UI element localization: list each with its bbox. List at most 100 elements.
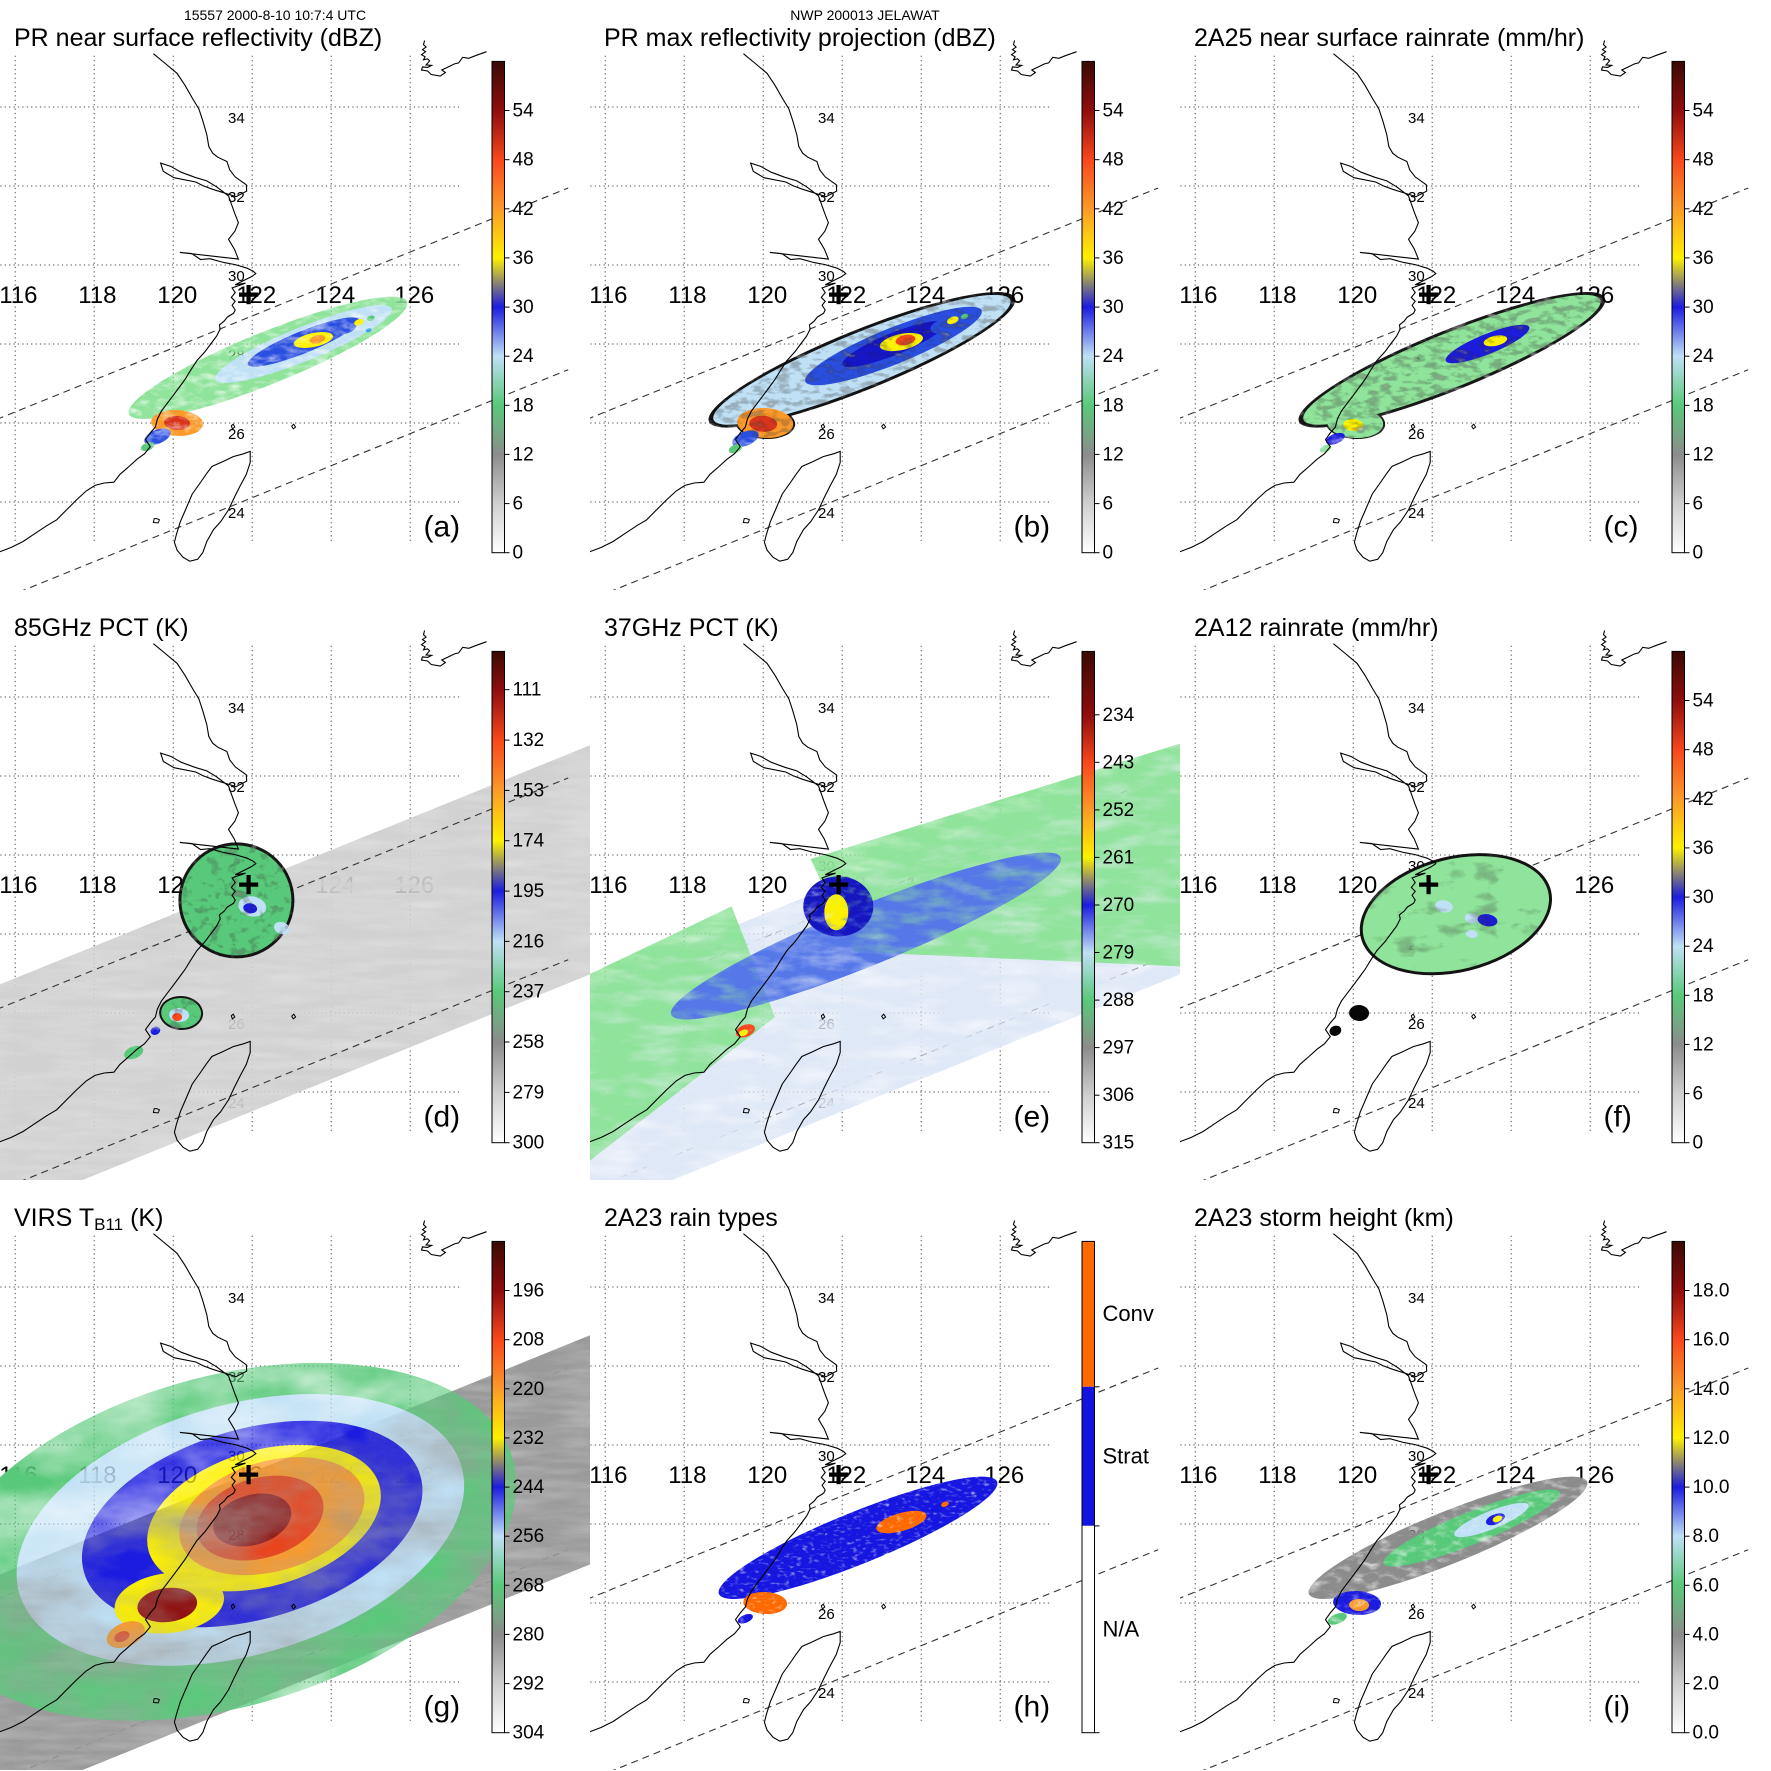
svg-text:118: 118 [668,872,706,899]
svg-text:256: 256 [513,1526,545,1547]
svg-text:Conv: Conv [1103,1301,1154,1326]
svg-text:0: 0 [1103,543,1114,564]
svg-text:30: 30 [1693,297,1714,318]
svg-text:NWP 200013 JELAWAT: NWP 200013 JELAWAT [790,7,940,23]
svg-text:N/A: N/A [1103,1616,1140,1641]
svg-text:234: 234 [1103,705,1135,726]
svg-text:270: 270 [1103,895,1135,916]
svg-text:PR max reflectivity projection: PR max reflectivity projection (dBZ) [604,24,996,52]
svg-text:118: 118 [1258,282,1296,309]
svg-text:30: 30 [513,297,534,318]
svg-text:34: 34 [818,1290,835,1307]
svg-text:174: 174 [513,831,545,852]
svg-text:24: 24 [1408,1095,1425,1112]
svg-text:279: 279 [513,1082,545,1103]
svg-text:118: 118 [1258,1462,1296,1489]
svg-text:PR near surface reflectivity (: PR near surface reflectivity (dBZ) [14,24,382,52]
svg-text:2A23 storm height (km): 2A23 storm height (km) [1194,1204,1454,1232]
svg-text:32: 32 [818,779,835,796]
svg-text:30: 30 [228,268,245,285]
svg-text:(f): (f) [1604,1101,1632,1134]
svg-text:118: 118 [78,282,116,309]
svg-text:(h): (h) [1014,1691,1051,1724]
svg-text:37GHz PCT (K): 37GHz PCT (K) [604,614,779,642]
svg-text:18.0: 18.0 [1693,1281,1730,1302]
svg-text:18: 18 [513,395,534,416]
svg-text:120: 120 [747,872,787,899]
svg-text:34: 34 [228,700,245,717]
svg-text:306: 306 [1103,1085,1135,1106]
svg-text:14.0: 14.0 [1693,1379,1730,1400]
svg-text:(g): (g) [424,1691,461,1724]
svg-text:12.0: 12.0 [1693,1428,1730,1449]
svg-text:26: 26 [1408,1016,1425,1033]
svg-text:4.0: 4.0 [1693,1624,1719,1645]
svg-text:0: 0 [513,543,524,564]
svg-text:26: 26 [818,426,835,443]
svg-text:116: 116 [1180,282,1217,309]
svg-text:216: 216 [513,931,545,952]
svg-text:116: 116 [1180,872,1217,899]
svg-text:6: 6 [1693,1084,1704,1105]
svg-text:24: 24 [228,505,245,522]
svg-text:(e): (e) [1014,1101,1051,1134]
svg-text:126: 126 [1574,872,1614,899]
svg-text:120: 120 [747,282,787,309]
svg-text:30: 30 [1408,1448,1425,1465]
svg-text:26: 26 [1408,1606,1425,1623]
svg-text:12: 12 [1103,444,1124,465]
svg-text:34: 34 [1408,1290,1425,1307]
svg-text:32: 32 [818,189,835,206]
svg-text:54: 54 [1103,101,1125,122]
svg-text:0.0: 0.0 [1693,1723,1719,1744]
svg-text:116: 116 [590,1462,627,1489]
svg-text:32: 32 [818,1369,835,1386]
svg-text:116: 116 [590,282,627,309]
svg-text:36: 36 [1693,248,1714,269]
svg-text:6: 6 [1693,494,1704,515]
svg-text:32: 32 [1408,189,1425,206]
svg-text:132: 132 [513,730,545,751]
svg-text:18: 18 [1693,395,1714,416]
svg-text:0: 0 [1693,1133,1704,1154]
svg-text:244: 244 [513,1477,545,1498]
svg-text:26: 26 [228,426,245,443]
svg-text:18: 18 [1693,985,1714,1006]
svg-text:280: 280 [513,1624,545,1645]
svg-text:297: 297 [1103,1038,1135,1059]
svg-text:(d): (d) [424,1101,461,1134]
svg-text:120: 120 [157,282,197,309]
svg-text:118: 118 [668,1462,706,1489]
svg-text:288: 288 [1103,990,1135,1011]
svg-text:42: 42 [513,199,534,220]
svg-text:26: 26 [818,1606,835,1623]
svg-text:85GHz PCT (K): 85GHz PCT (K) [14,614,189,642]
svg-text:48: 48 [1693,150,1714,171]
svg-text:10.0: 10.0 [1693,1477,1730,1498]
svg-text:153: 153 [513,780,545,801]
svg-text:(a): (a) [424,511,461,544]
svg-text:120: 120 [1337,1462,1377,1489]
svg-text:243: 243 [1103,752,1135,773]
svg-text:34: 34 [1408,700,1425,717]
svg-text:116: 116 [1180,1462,1217,1489]
svg-text:32: 32 [1408,1369,1425,1386]
svg-text:32: 32 [228,189,245,206]
svg-text:12: 12 [1693,444,1714,465]
svg-text:24: 24 [818,505,835,522]
svg-text:6: 6 [1103,494,1114,515]
svg-text:32: 32 [1408,779,1425,796]
svg-text:42: 42 [1693,199,1714,220]
svg-text:2A23 rain types: 2A23 rain types [604,1204,778,1232]
svg-text:42: 42 [1693,789,1714,810]
svg-text:36: 36 [1693,838,1714,859]
svg-text:12: 12 [1693,1034,1714,1055]
svg-text:18: 18 [1103,395,1124,416]
svg-text:6.0: 6.0 [1693,1575,1719,1596]
svg-text:34: 34 [818,700,835,717]
svg-text:304: 304 [513,1723,545,1744]
svg-text:36: 36 [513,248,534,269]
svg-text:118: 118 [1258,872,1296,899]
svg-text:34: 34 [818,110,835,127]
svg-text:292: 292 [513,1674,545,1695]
